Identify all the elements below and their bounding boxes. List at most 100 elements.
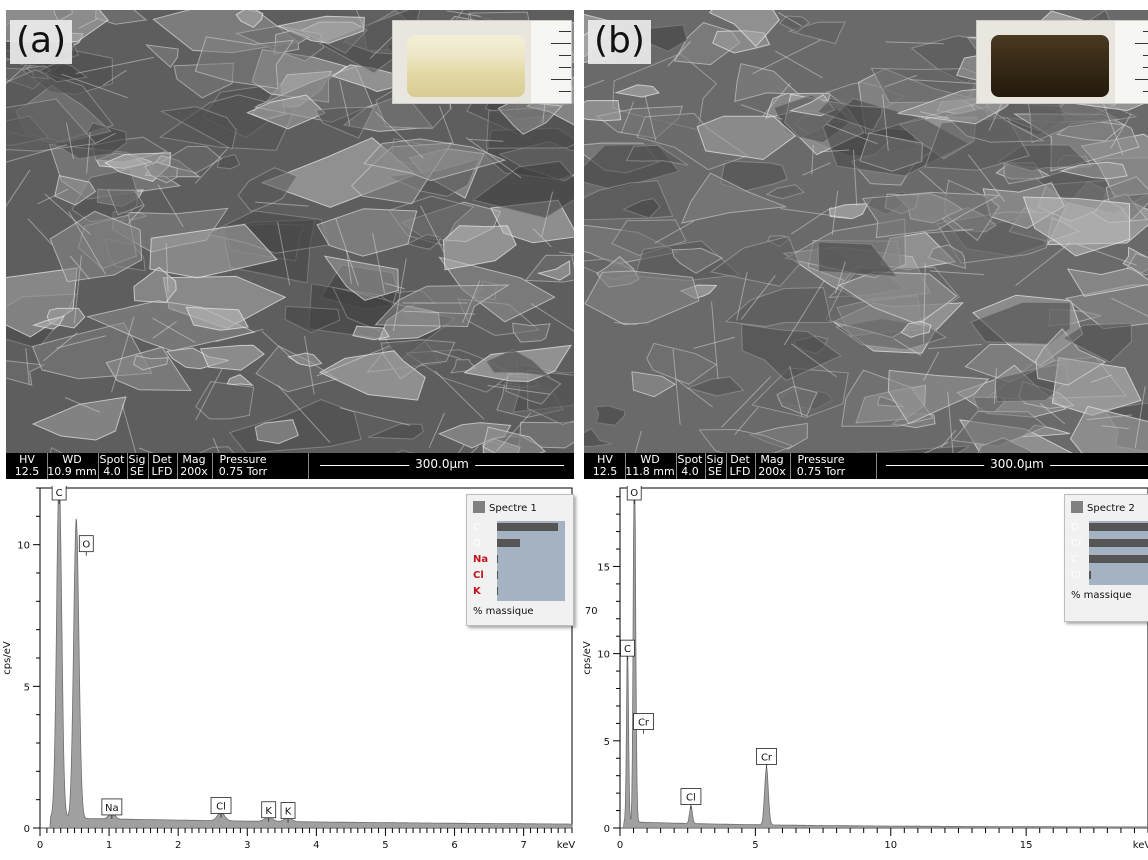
sem-ridge <box>835 261 846 294</box>
sem-ridge <box>918 169 946 194</box>
sem-flake <box>216 153 241 170</box>
sem-flake <box>817 241 898 278</box>
svg-text:C: C <box>624 644 631 655</box>
eds-spectrum-b: 0 5 10 15 keV 0 5 10 15 cps/eV O C Cr Cl Cr Spectre 2 … <box>578 486 1148 860</box>
sem-flake <box>485 349 552 378</box>
sem-ridge <box>676 378 713 408</box>
sem-ridge <box>893 338 922 357</box>
legend-spectre-1: Spectre 1 C O Na Cl K % massique 70 <box>466 494 598 626</box>
sem-flake <box>31 396 127 441</box>
y-tick-label: 10 <box>17 541 30 552</box>
sem-ridge <box>1077 244 1137 266</box>
sem-ridge <box>369 33 396 59</box>
sem-ridge <box>740 104 783 120</box>
sem-ridge <box>762 82 791 117</box>
sem-ridge <box>496 412 532 452</box>
sem-ridge <box>6 64 27 85</box>
legend-element-k: K <box>473 586 481 597</box>
sem-ridge <box>95 132 116 144</box>
sem-ridge <box>740 275 776 320</box>
sem-flake <box>149 223 278 279</box>
x-tick-label: 10 <box>884 840 897 851</box>
sem-ridge <box>462 280 481 324</box>
y-tick-label: 5 <box>24 682 30 693</box>
sem-ridge <box>752 39 822 75</box>
legend-element-na: Na <box>473 554 489 565</box>
legend-element-o: O <box>1071 522 1079 533</box>
sem-flake <box>861 191 1001 239</box>
sem-flake <box>318 350 426 401</box>
legend-bar-c <box>1089 555 1148 563</box>
svg-text:Cr: Cr <box>761 752 773 763</box>
sem-ridge <box>919 111 949 119</box>
peak-label-cl: Cl <box>210 797 232 818</box>
sem-flake <box>887 369 990 425</box>
sem-flake <box>442 225 517 271</box>
sem-ridge <box>392 258 407 332</box>
y-tick-label: 0 <box>604 824 610 835</box>
sem-flake <box>133 266 177 304</box>
sem-ridge <box>940 429 957 448</box>
sem-ridge <box>261 330 299 365</box>
peak-label-cr: Cr <box>756 748 777 769</box>
sem-ridge <box>345 249 352 284</box>
sem-flake <box>584 99 622 122</box>
sem-ridge <box>61 73 128 99</box>
plot-frame <box>619 487 1148 829</box>
sem-ridge <box>277 385 331 443</box>
sem-flake <box>199 344 265 371</box>
sem-ridge <box>930 270 984 276</box>
peak-label-na: Na <box>101 798 123 819</box>
sem-ridge <box>885 41 944 45</box>
sem-ridge <box>614 322 638 325</box>
x-unit-label: keV <box>1133 840 1148 851</box>
x-tick-label: 1 <box>106 840 112 851</box>
sem-ridge <box>372 233 386 294</box>
legend-element-cl: Cl <box>473 570 484 581</box>
sem-flake <box>226 374 255 386</box>
sem-ridge <box>667 41 691 67</box>
sem-ridge <box>736 272 748 321</box>
y-tick-label: 0 <box>24 824 30 835</box>
sem-ridge <box>783 279 825 346</box>
sem-ridge <box>25 348 30 385</box>
sem-flake <box>1066 266 1148 297</box>
sem-flake <box>708 10 780 48</box>
sem-ridge <box>711 301 719 379</box>
sem-flake <box>928 244 967 269</box>
sample-disc-a <box>407 35 525 97</box>
sem-ridge <box>811 144 814 175</box>
eds-plot-b: 0 5 10 15 keV 0 5 10 15 cps/eV O C Cr Cl Cr <box>582 486 1148 851</box>
sem-ridge <box>778 12 803 27</box>
sem-ridge <box>923 351 940 381</box>
sem-ridge <box>584 79 605 89</box>
legend-element-cr: Cr <box>1071 538 1083 549</box>
sem-ridge <box>465 137 522 179</box>
sem-ridge <box>571 255 574 269</box>
sem-flake <box>686 376 745 397</box>
svg-text:Na: Na <box>105 803 119 814</box>
sem-ridge <box>304 336 315 395</box>
sem-ridge <box>530 302 574 332</box>
sem-ridge <box>541 191 554 237</box>
sem-flake <box>1022 196 1131 257</box>
sem-ridge <box>644 95 657 141</box>
sem-flake <box>144 44 179 69</box>
x-unit-label: keV <box>557 840 576 851</box>
y-tick-label: 10 <box>597 650 610 661</box>
x-tick-label: 6 <box>451 840 457 851</box>
scale-bar-a: 300.0µm <box>320 458 564 471</box>
sem-flake <box>49 210 143 283</box>
sem-ridge <box>127 204 145 225</box>
sample-disc-b <box>991 35 1109 97</box>
sem-flake <box>1059 161 1128 180</box>
ruler-b <box>1115 21 1148 103</box>
x-tick-label: 5 <box>752 840 758 851</box>
sem-ridge <box>277 221 291 286</box>
sem-ridge <box>432 350 461 360</box>
sem-flake <box>406 233 441 250</box>
sem-ridge <box>384 282 406 290</box>
sem-flake <box>352 325 390 341</box>
